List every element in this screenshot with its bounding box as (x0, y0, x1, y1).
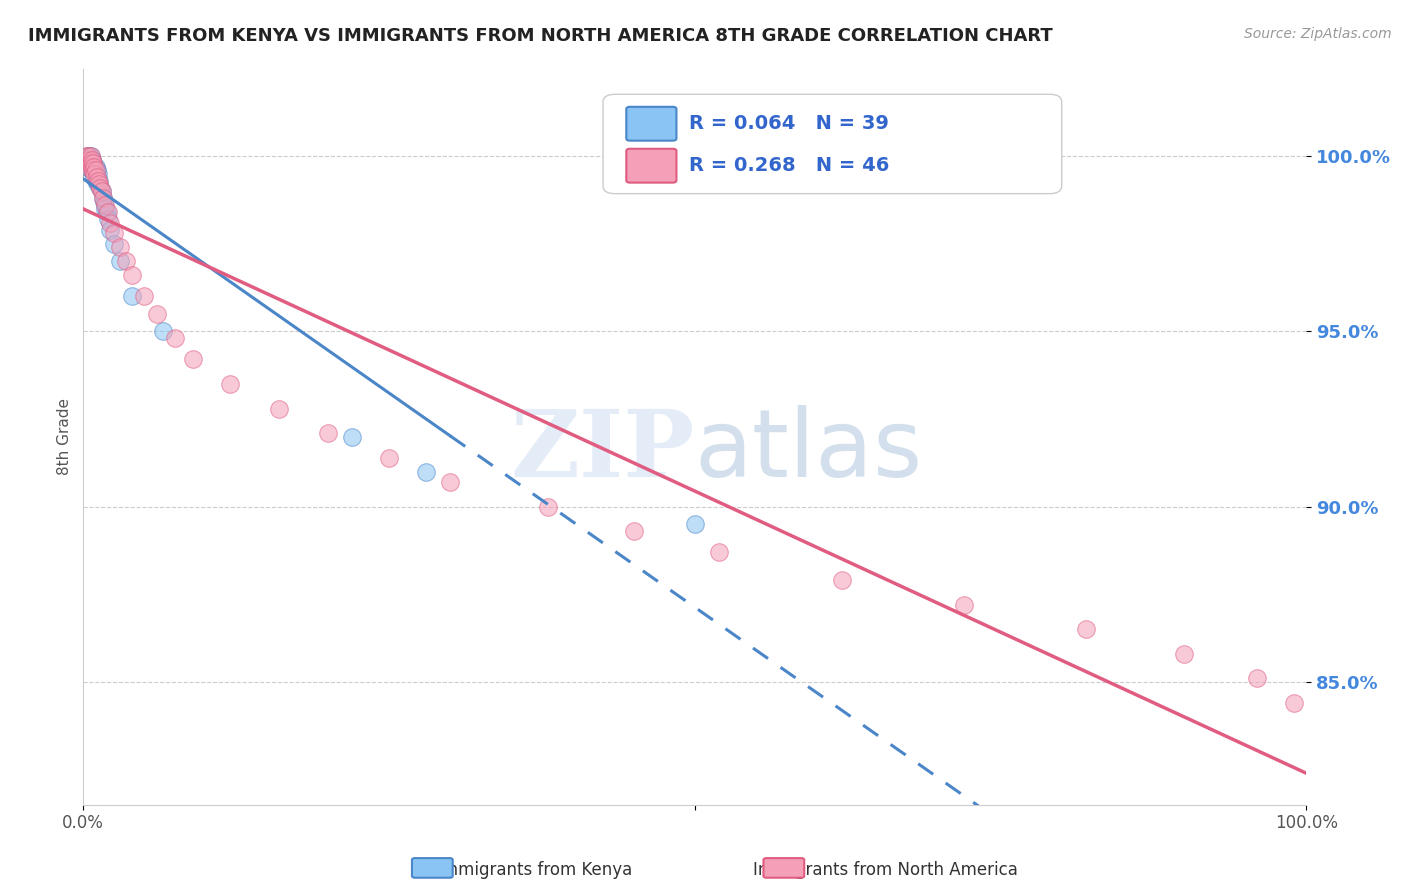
Point (98, 223, 121, 237)
Point (79, 149, 101, 163)
Point (77, 149, 100, 163)
Point (108, 254, 131, 268)
Point (80, 160, 103, 174)
Point (537, 500, 560, 514)
Point (84, 163, 107, 178)
Point (84, 160, 107, 174)
Point (1246, 672, 1268, 686)
Text: R = 0.064   N = 39: R = 0.064 N = 39 (689, 114, 889, 133)
Point (79, 160, 101, 174)
Point (115, 254, 138, 268)
Point (86, 174, 108, 188)
Point (163, 331, 186, 345)
Point (103, 227, 125, 241)
Point (439, 475, 461, 490)
Point (91, 191, 114, 205)
Point (623, 524, 645, 539)
Y-axis label: 8th Grade: 8th Grade (58, 398, 72, 475)
Point (683, 517, 706, 532)
Point (80, 160, 103, 174)
Point (86, 163, 108, 178)
Point (709, 545, 731, 559)
Point (91, 191, 114, 205)
Point (93, 194, 115, 209)
Point (86, 170, 108, 185)
Point (89, 178, 111, 192)
Text: ZIP: ZIP (510, 407, 695, 496)
Text: atlas: atlas (695, 405, 922, 498)
Point (82, 163, 104, 178)
Point (378, 450, 401, 465)
Point (96, 205, 118, 219)
Point (121, 268, 143, 283)
Point (79, 156, 101, 170)
Point (79, 160, 101, 174)
Point (90, 184, 112, 198)
Point (84, 167, 107, 181)
Point (953, 598, 976, 612)
Point (83, 160, 105, 174)
Point (76, 153, 98, 167)
Point (82, 156, 104, 170)
Point (97, 212, 120, 227)
Point (121, 289, 143, 303)
Point (316, 426, 339, 441)
Point (87, 174, 110, 188)
Point (79, 149, 101, 163)
Point (108, 240, 131, 254)
Point (90, 184, 112, 198)
Point (98, 216, 121, 230)
Point (219, 377, 242, 392)
Point (79, 153, 101, 167)
Point (80, 153, 103, 167)
Text: IMMIGRANTS FROM KENYA VS IMMIGRANTS FROM NORTH AMERICA 8TH GRADE CORRELATION CHA: IMMIGRANTS FROM KENYA VS IMMIGRANTS FROM… (28, 27, 1053, 45)
FancyBboxPatch shape (626, 149, 676, 183)
Point (75, 160, 97, 174)
Point (80, 163, 103, 178)
Point (83, 160, 105, 174)
Point (97, 205, 120, 219)
Point (267, 401, 290, 416)
Point (1173, 647, 1195, 661)
Point (87, 167, 110, 181)
Point (89, 180, 111, 194)
Point (83, 170, 105, 185)
Point (80, 153, 103, 167)
Point (76, 153, 98, 167)
Text: Source: ZipAtlas.com: Source: ZipAtlas.com (1244, 27, 1392, 41)
Point (79, 153, 101, 167)
Point (134, 289, 156, 303)
FancyBboxPatch shape (626, 107, 676, 141)
Point (183, 352, 205, 367)
Point (145, 307, 167, 321)
Point (75, 149, 97, 163)
Point (94, 198, 117, 212)
Point (79, 149, 101, 163)
Text: Immigrants from Kenya: Immigrants from Kenya (437, 861, 631, 879)
Point (89, 174, 111, 188)
Point (1282, 696, 1305, 710)
Point (79, 156, 101, 170)
Point (77, 156, 100, 170)
Point (152, 325, 174, 339)
Text: Immigrants from North America: Immigrants from North America (754, 861, 1018, 879)
Point (94, 202, 117, 216)
Point (82, 163, 104, 178)
Point (87, 178, 110, 192)
Point (77, 156, 100, 170)
Point (831, 574, 853, 588)
Point (89, 180, 111, 194)
Point (83, 167, 105, 181)
Point (77, 149, 100, 163)
Point (84, 174, 107, 188)
Point (342, 429, 364, 443)
Point (103, 236, 125, 251)
FancyBboxPatch shape (603, 95, 1062, 194)
Point (415, 465, 437, 479)
Point (1076, 623, 1098, 637)
Point (82, 156, 104, 170)
Text: R = 0.268   N = 46: R = 0.268 N = 46 (689, 156, 889, 175)
